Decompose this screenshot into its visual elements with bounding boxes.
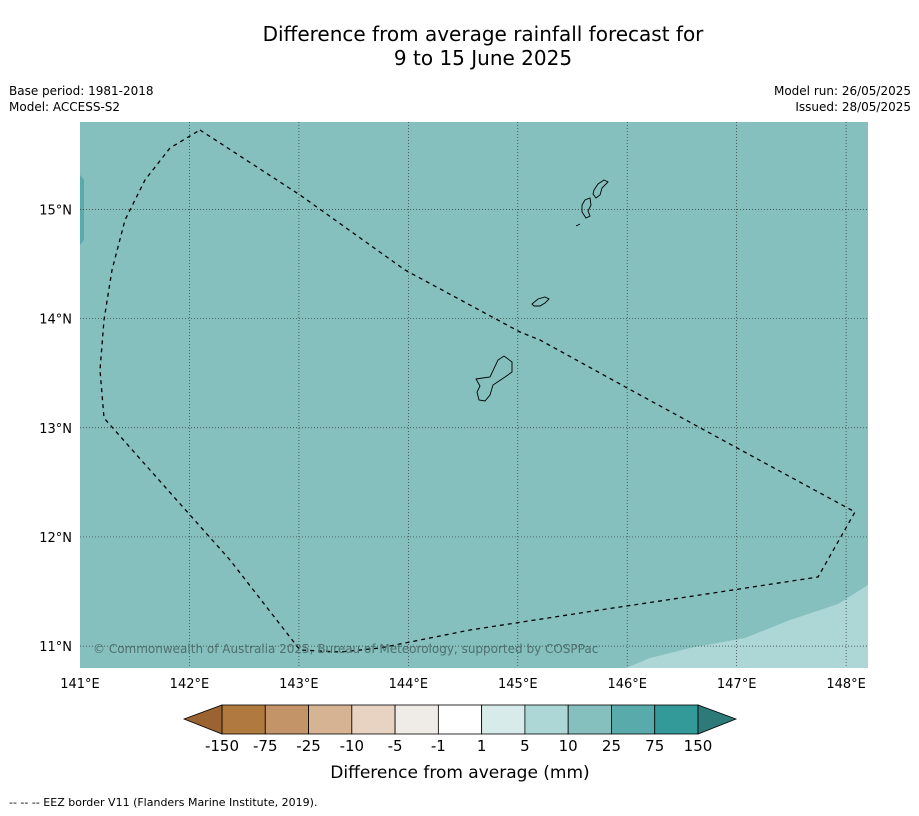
issued-text: Issued: 28/05/2025 <box>795 100 911 114</box>
colorbar-box-1 <box>264 704 309 735</box>
saipan-island <box>592 179 609 199</box>
lon-label-143: 143°E <box>279 677 319 692</box>
colorbar-box-3 <box>351 704 396 735</box>
lat-label-13: 13°N <box>39 422 72 437</box>
colorbar-box-10 <box>654 704 699 735</box>
colorbar-label-3: -10 <box>340 737 365 755</box>
colorbar-extend-high <box>697 704 738 735</box>
lon-label-145: 145°E <box>498 677 538 692</box>
colorbar-box-9 <box>611 704 656 735</box>
colorbar-boxes <box>221 704 699 735</box>
lat-label-11: 11°N <box>39 640 72 655</box>
lat-label-15: 15°N <box>39 203 72 218</box>
copyright-text: © Commonwealth of Australia 2025, Bureau… <box>93 642 598 656</box>
colorbar-box-5 <box>437 704 483 735</box>
colorbar-box-8 <box>567 704 612 735</box>
colorbar: -150 -75 -25 -10 -5 -1 1 5 10 25 75 150 Difference … <box>182 704 738 783</box>
rota-island <box>531 296 550 307</box>
colorbar-box-6 <box>481 704 526 735</box>
colorbar-label-2: -25 <box>296 737 321 755</box>
lon-label-147: 147°E <box>717 677 757 692</box>
lon-label-146: 146°E <box>607 677 647 692</box>
rainfall-field-5-10 <box>626 585 868 668</box>
gridlines <box>80 122 868 668</box>
colorbar-extend-low <box>182 704 223 735</box>
colorbar-label-5: -1 <box>431 737 446 755</box>
lon-label-144: 144°E <box>389 677 429 692</box>
base-period-text: Base period: 1981-2018 <box>9 84 154 98</box>
meta-right: Model run: 26/05/2025 Issued: 28/05/2025 <box>774 83 911 115</box>
lon-label-148: 148°E <box>826 677 866 692</box>
aguijan-island <box>575 223 581 227</box>
colorbar-box-0 <box>221 704 266 735</box>
colorbar-box-7 <box>524 704 569 735</box>
colorbar-label-8: 10 <box>559 737 578 755</box>
tinian-island <box>581 197 592 219</box>
lat-label-14: 14°N <box>39 313 72 328</box>
colorbar-box-2 <box>308 704 353 735</box>
lon-label-142: 142°E <box>170 677 210 692</box>
colorbar-label-1: -75 <box>253 737 278 755</box>
map-area <box>80 122 868 668</box>
colorbar-title: Difference from average (mm) <box>330 763 589 783</box>
latitude-tick-labels: 15°N 14°N 13°N 12°N 11°N <box>39 203 72 655</box>
colorbar-label-4: -5 <box>388 737 403 755</box>
footnote: -- -- -- EEZ border V11 (Flanders Marine… <box>9 796 318 809</box>
colorbar-label-6: 1 <box>477 737 487 755</box>
colorbar-label-0: -150 <box>205 737 239 755</box>
eez-border <box>99 129 856 653</box>
meta-left: Base period: 1981-2018 Model: ACCESS-S2 <box>9 83 154 115</box>
model-text: Model: ACCESS-S2 <box>9 100 121 114</box>
colorbar-label-10: 75 <box>645 737 664 755</box>
colorbar-box-4 <box>394 704 439 735</box>
model-run-text: Model run: 26/05/2025 <box>773 84 911 98</box>
rainfall-field-25-75 <box>80 175 84 245</box>
map-figure: © Commonwealth of Australia 2025, Bureau… <box>39 122 868 783</box>
guam-island <box>475 355 513 402</box>
colorbar-label-11: 150 <box>684 737 713 755</box>
lat-label-12: 12°N <box>39 531 72 546</box>
colorbar-labels: -150 -75 -25 -10 -5 -1 1 5 10 25 75 150 <box>205 737 712 755</box>
colorbar-label-9: 25 <box>602 737 621 755</box>
lon-label-141: 141°E <box>60 677 100 692</box>
rainfall-field-10-25 <box>80 122 868 668</box>
colorbar-label-7: 5 <box>520 737 530 755</box>
map-title: Difference from average rainfall forecas… <box>262 22 704 70</box>
longitude-tick-labels: 141°E 142°E 143°E 144°E 145°E 146°E 147°E 148°E <box>60 677 866 692</box>
